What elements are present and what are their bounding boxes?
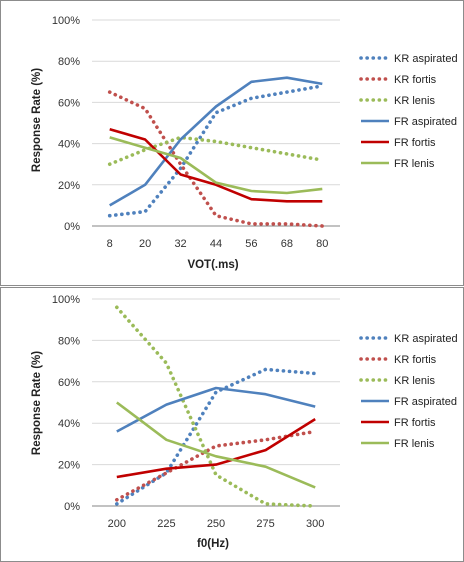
chart2-series-line	[115, 305, 318, 508]
chart2-xtick-label: 275	[256, 518, 274, 530]
chart1-ylabel: Response Rate (%)	[31, 68, 43, 172]
chart2-ytick-label: 80%	[58, 335, 80, 347]
chart1-xtick-label: 8	[107, 238, 113, 250]
chart2-legend-label: FR fortis	[394, 417, 436, 429]
chart1-ytick-label: 80%	[58, 56, 80, 68]
chart1-series-line	[109, 136, 323, 195]
chart2-ytick-label: 60%	[58, 377, 80, 389]
chart1-series-line	[107, 90, 325, 228]
chart1-ytick-label: 20%	[58, 180, 80, 192]
chart1-ytick-label: 100%	[52, 15, 80, 27]
chart1-legend-label: FR fortis	[394, 137, 436, 149]
chart2-series-line	[116, 417, 316, 479]
chart1-ytick-label: 0%	[64, 221, 80, 233]
chart1-legend-label: KR aspirated	[394, 53, 458, 65]
chart1-series-line	[107, 135, 325, 166]
chart1-ytick-label: 40%	[58, 139, 80, 151]
chart2-legend-label: FR aspirated	[394, 396, 457, 408]
chart2-xtick-label: 200	[108, 518, 126, 530]
chart1-legend-label: KR fortis	[394, 74, 437, 86]
chart2-series-line	[116, 386, 316, 433]
panel-bottom-border	[0, 287, 464, 562]
chart2-ytick-label: 20%	[58, 460, 80, 472]
chart1-xtick-label: 68	[281, 238, 293, 250]
chart1-plot: 0% 20% 40% 60% 80% 100% 8 20 32 44 56 68 80 KR aspira…	[52, 15, 458, 250]
chart1-legend-label: FR lenis	[394, 158, 435, 170]
chart1-xtick-label: 56	[245, 238, 257, 250]
chart2-xtick-label: 300	[306, 518, 324, 530]
chart1-xlabel: VOT(.ms)	[187, 259, 238, 271]
chart1-ytick-label: 60%	[58, 97, 80, 109]
chart1-legend-label: KR lenis	[394, 95, 435, 107]
chart2-ytick-label: 40%	[58, 418, 80, 430]
chart2-series-line	[115, 367, 318, 506]
chart2-series-line	[116, 401, 316, 489]
chart2-legend-label: KR fortis	[394, 354, 437, 366]
chart2-plot: 0% 20% 40% 60% 80% 100% 200 225 250 275 300 KR aspi…	[52, 294, 458, 530]
chart2-ytick-label: 0%	[64, 501, 80, 513]
chart2-xtick-label: 250	[207, 518, 225, 530]
chart1-xtick-label: 80	[316, 238, 328, 250]
chart2-series-line	[115, 429, 318, 502]
chart1-xtick-label: 44	[210, 238, 222, 250]
chart1-series-line	[107, 84, 325, 218]
chart2-ytick-label: 100%	[52, 294, 80, 306]
chart1-series-line	[109, 76, 323, 207]
chart1-xtick-label: 20	[139, 238, 151, 250]
chart2-xlabel: f0(Hz)	[197, 538, 229, 550]
chart1-xtick-label: 32	[174, 238, 186, 250]
chart2-legend-label: KR aspirated	[394, 333, 458, 345]
chart2-legend-label: FR lenis	[394, 438, 435, 450]
chart1-legend-label: FR aspirated	[394, 116, 457, 128]
chart2-legend-label: KR lenis	[394, 375, 435, 387]
chart2-ylabel: Response Rate (%)	[31, 351, 43, 455]
chart1-series-line	[109, 127, 323, 203]
chart2-xtick-label: 225	[157, 518, 175, 530]
